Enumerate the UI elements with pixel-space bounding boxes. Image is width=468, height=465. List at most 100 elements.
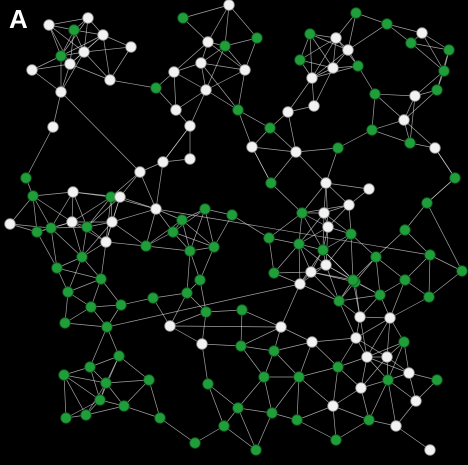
green-node [62, 286, 74, 298]
graph-edge [404, 254, 431, 281]
graph-edge [311, 337, 357, 343]
graph-edge [118, 355, 150, 381]
graph-edge [173, 41, 209, 73]
graph-edge [386, 23, 423, 34]
graph-edge [311, 341, 339, 368]
graph-edge [169, 292, 188, 327]
graph-edge [50, 191, 74, 229]
graph-edge [48, 24, 71, 65]
graph-edge [374, 93, 405, 121]
graph-edge [204, 208, 215, 248]
green-node [345, 228, 357, 240]
green-node [45, 222, 57, 234]
graph-edge [169, 311, 207, 327]
graph-edge [67, 278, 102, 293]
green-node [424, 249, 436, 261]
graph-edge [237, 376, 265, 409]
white-node [104, 74, 116, 86]
graph-edge [271, 376, 300, 414]
green-node [456, 265, 468, 277]
white-node [350, 332, 362, 344]
green-node [194, 274, 206, 286]
graph-edge [434, 147, 456, 179]
graph-edge [273, 341, 313, 352]
white-node [355, 382, 367, 394]
green-node [399, 224, 411, 236]
green-node [226, 209, 238, 221]
graph-edge [428, 254, 431, 298]
graph-edge [102, 34, 111, 81]
graph-edge [32, 195, 38, 233]
graph-edge [83, 17, 89, 53]
graph-edge [9, 223, 52, 229]
green-node [347, 274, 359, 286]
graph-edge [71, 221, 83, 258]
graph-edge [228, 4, 258, 39]
green-node [438, 65, 450, 77]
green-node [140, 240, 152, 252]
green-node [366, 124, 378, 136]
graph-edge [119, 196, 157, 210]
graph-edge [429, 254, 463, 272]
graph-edge [298, 243, 327, 266]
graph-edge [287, 111, 297, 153]
graph-edge [296, 419, 337, 441]
graph-edge [389, 296, 430, 319]
graph-edge [322, 212, 325, 251]
graph-edge [65, 399, 101, 419]
graph-edge [301, 182, 327, 214]
green-node [369, 88, 381, 100]
green-node [51, 262, 63, 274]
graph-edge [223, 425, 257, 451]
graph-edge [421, 32, 445, 72]
graph-edge [240, 309, 243, 347]
graph-edge [375, 256, 406, 281]
graph-edge [205, 309, 243, 313]
green-node [268, 345, 280, 357]
graph-edge [83, 46, 132, 53]
graph-edge [139, 171, 157, 210]
white-node [195, 57, 207, 69]
graph-edge [99, 355, 120, 401]
green-node [304, 28, 316, 40]
graph-edge [56, 267, 102, 280]
graph-edge [298, 376, 334, 407]
white-node [66, 216, 78, 228]
graph-edge [109, 46, 132, 81]
graph-edge [89, 366, 101, 401]
graph-edge [106, 283, 301, 328]
graph-edge [111, 221, 147, 247]
graph-edge [81, 221, 113, 258]
white-node [410, 395, 422, 407]
graph-edge [60, 34, 104, 57]
graph-edge [322, 249, 354, 281]
graph-edge [270, 182, 303, 214]
green-node [150, 82, 162, 94]
graph-edge [32, 195, 52, 229]
graph-edge [237, 407, 273, 414]
graph-edge [173, 71, 207, 91]
green-node [189, 437, 201, 449]
graph-edge [387, 379, 397, 427]
white-node [150, 203, 162, 215]
white-node [290, 146, 302, 158]
green-node [94, 394, 106, 406]
green-node [235, 340, 247, 352]
green-node [431, 374, 443, 386]
green-node [167, 226, 179, 238]
graph-edge [268, 237, 275, 274]
graph-edge [205, 89, 239, 111]
graph-edge [251, 146, 297, 153]
green-node [263, 232, 275, 244]
graph-edge [105, 379, 150, 384]
green-node [58, 369, 70, 381]
graph-edge [301, 212, 324, 251]
graph-edge [111, 208, 157, 223]
green-node [317, 244, 329, 256]
graph-edge [325, 264, 340, 302]
white-node [398, 114, 410, 126]
green-node [101, 321, 113, 333]
graph-edge [123, 405, 161, 419]
graph-edge [205, 45, 226, 91]
green-node [291, 414, 303, 426]
